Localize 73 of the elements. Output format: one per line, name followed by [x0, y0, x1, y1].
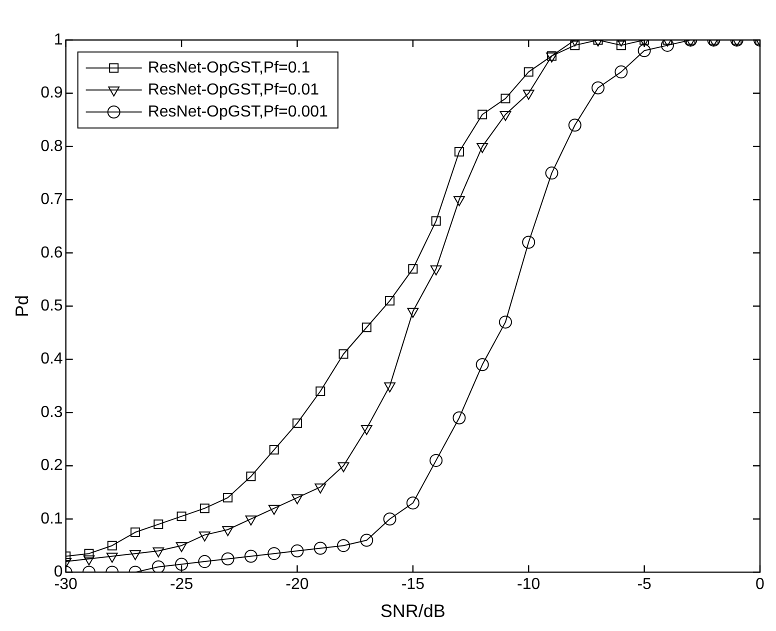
x-tick-label: -15 — [401, 576, 425, 594]
point — [152, 560, 165, 572]
point — [223, 492, 233, 502]
y-tick-label: 0.1 — [40, 510, 63, 528]
point — [337, 539, 350, 552]
point — [152, 547, 164, 558]
point — [154, 520, 164, 530]
y-tick-label: 0.8 — [40, 138, 63, 155]
point — [176, 542, 188, 552]
point — [268, 504, 280, 515]
x-tick-label: 0 — [756, 576, 765, 594]
y-tick-label: 0.7 — [40, 191, 63, 208]
legend-label: ResNet-OpGST,Pf=0.1 — [148, 59, 310, 76]
x-tick-label: -10 — [517, 576, 540, 594]
point — [290, 544, 304, 558]
point — [522, 90, 534, 100]
point — [268, 547, 281, 560]
point — [130, 528, 140, 538]
point — [476, 142, 488, 153]
point — [360, 425, 372, 436]
point — [476, 358, 489, 372]
point — [430, 454, 443, 467]
point — [245, 515, 257, 526]
point — [316, 386, 326, 396]
point — [292, 418, 302, 428]
point — [107, 540, 117, 550]
x-tick-label: -25 — [170, 576, 194, 594]
point — [200, 504, 210, 514]
y-tick-label: 0.2 — [40, 457, 63, 474]
point — [362, 322, 372, 332]
y-tick-label: 0.6 — [40, 244, 63, 262]
point — [176, 512, 186, 522]
point — [246, 472, 256, 482]
x-tick-label: -20 — [286, 576, 309, 594]
point — [292, 494, 303, 504]
point — [83, 555, 95, 566]
point — [338, 462, 350, 472]
point — [500, 111, 512, 122]
point — [385, 296, 395, 306]
point — [454, 196, 465, 206]
point — [430, 265, 442, 276]
x-tick-label: -30 — [54, 576, 78, 594]
point — [314, 484, 326, 494]
point — [221, 552, 234, 566]
point — [244, 550, 258, 563]
point — [198, 555, 212, 568]
point — [222, 526, 234, 536]
point — [498, 316, 512, 329]
point — [175, 558, 188, 571]
x-axis-title: SNR/dB — [380, 601, 446, 622]
legend-label: ResNet-OpGST,Pf=0.01 — [148, 81, 320, 98]
y-axis-title: Pd — [12, 295, 32, 318]
legend-label: ResNet-OpGST,Pf=0.001 — [148, 103, 328, 120]
x-tick-label: -5 — [637, 576, 652, 594]
point — [384, 382, 396, 392]
y-tick-label: 1 — [54, 31, 63, 48]
point — [338, 349, 348, 359]
point — [360, 534, 374, 547]
point — [106, 552, 118, 563]
point — [406, 496, 420, 510]
point — [198, 531, 210, 542]
y-tick-label: 0.9 — [40, 84, 63, 102]
point — [407, 308, 419, 318]
point — [314, 542, 327, 555]
point — [452, 411, 466, 424]
y-tick-label: 0.4 — [40, 350, 63, 368]
y-tick-label: 0.5 — [40, 298, 63, 315]
point — [130, 550, 141, 560]
point — [408, 264, 418, 274]
point — [84, 548, 94, 558]
point — [383, 512, 396, 526]
y-tick-label: 0.3 — [40, 404, 63, 421]
point — [269, 445, 279, 455]
